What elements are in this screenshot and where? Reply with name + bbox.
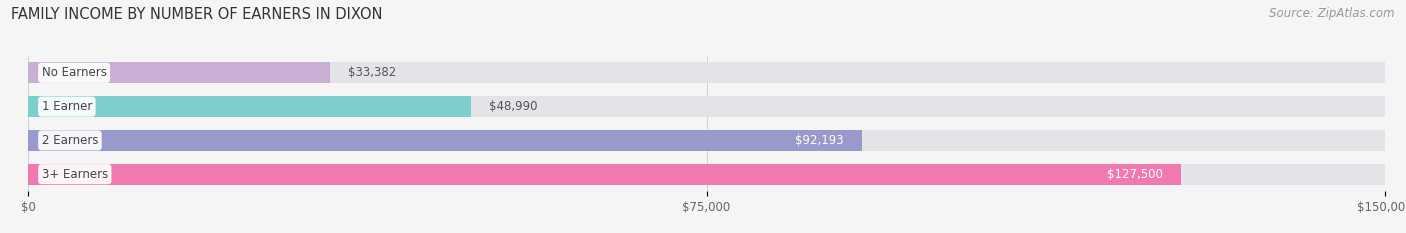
- Bar: [28, 62, 1385, 83]
- Bar: [28, 96, 1385, 117]
- Bar: [28, 164, 1385, 185]
- Text: FAMILY INCOME BY NUMBER OF EARNERS IN DIXON: FAMILY INCOME BY NUMBER OF EARNERS IN DI…: [11, 7, 382, 22]
- Text: No Earners: No Earners: [42, 66, 107, 79]
- Text: $92,193: $92,193: [796, 134, 844, 147]
- Bar: [28, 164, 1181, 185]
- Text: $48,990: $48,990: [489, 100, 538, 113]
- Text: Source: ZipAtlas.com: Source: ZipAtlas.com: [1270, 7, 1395, 20]
- Text: $127,500: $127,500: [1108, 168, 1163, 181]
- Text: 3+ Earners: 3+ Earners: [42, 168, 108, 181]
- Bar: [28, 62, 330, 83]
- Text: $33,382: $33,382: [349, 66, 396, 79]
- Bar: [28, 96, 471, 117]
- Text: 2 Earners: 2 Earners: [42, 134, 98, 147]
- Bar: [28, 130, 1385, 151]
- Bar: [28, 130, 862, 151]
- Text: 1 Earner: 1 Earner: [42, 100, 91, 113]
